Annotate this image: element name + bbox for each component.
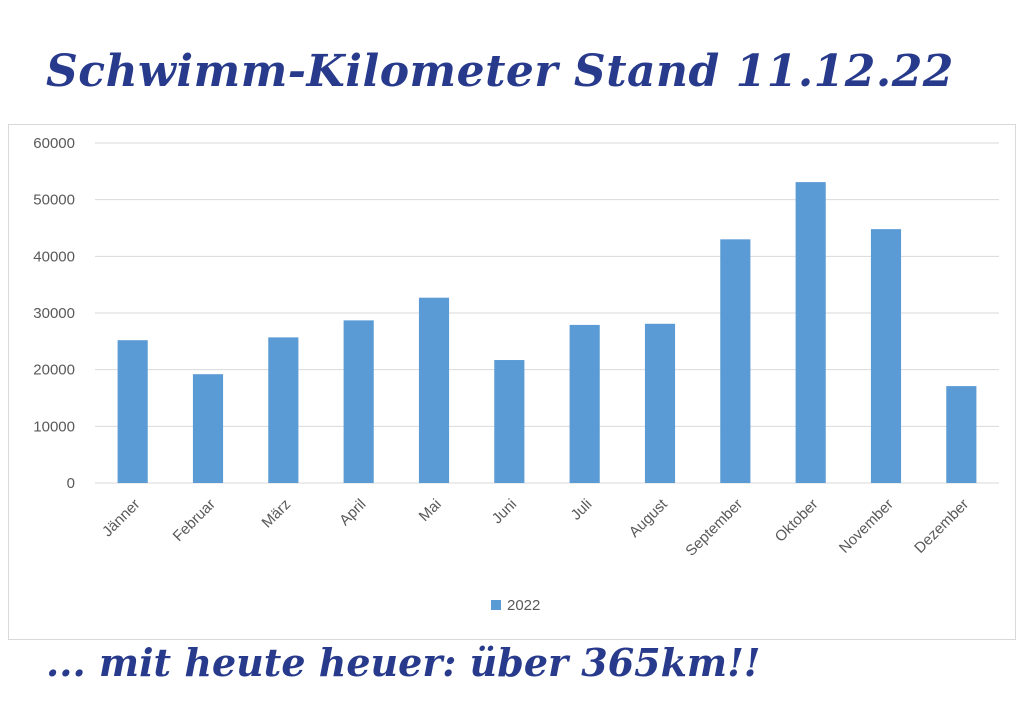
x-tick-label: November bbox=[836, 496, 897, 557]
x-tick-label: Oktober bbox=[772, 496, 822, 546]
y-tick-label: 0 bbox=[67, 475, 75, 492]
chart-area: 0 10000 20000 30000 40000 50000 60000 Jänner Fe… bbox=[8, 124, 1016, 640]
bar bbox=[418, 297, 450, 483]
x-tick-label: Dezember bbox=[911, 496, 972, 557]
chart-headline: Schwimm-Kilometer Stand 11.12.22 bbox=[46, 46, 954, 97]
bar bbox=[720, 239, 751, 483]
x-tick-label: Februar bbox=[170, 496, 219, 545]
footer-note: ... mit heute heuer: über 365km!! bbox=[46, 640, 761, 685]
y-tick-label: 60000 bbox=[33, 135, 75, 152]
x-tick-label: Juli bbox=[568, 496, 596, 524]
bar bbox=[795, 182, 826, 483]
x-tick-label: Mai bbox=[416, 496, 445, 525]
y-tick-label: 10000 bbox=[33, 418, 75, 435]
x-tick-label: April bbox=[336, 496, 369, 529]
bar bbox=[343, 320, 374, 483]
y-tick-label: 40000 bbox=[33, 248, 75, 265]
x-tick-label: Juni bbox=[489, 496, 520, 527]
bar bbox=[946, 386, 977, 483]
bars bbox=[117, 182, 977, 483]
x-tick-label: September bbox=[682, 496, 746, 560]
y-tick-label: 50000 bbox=[33, 192, 75, 209]
x-axis-ticks: Jänner Februar März April Mai Juni Juli August S… bbox=[99, 495, 972, 559]
legend-label: 2022 bbox=[507, 597, 540, 614]
bar bbox=[494, 360, 525, 483]
bar-chart: 0 10000 20000 30000 40000 50000 60000 Jänner Fe… bbox=[33, 135, 999, 614]
x-tick-label: August bbox=[626, 495, 672, 541]
bar bbox=[268, 337, 299, 483]
y-axis-ticks: 0 10000 20000 30000 40000 50000 60000 bbox=[33, 135, 75, 492]
y-tick-label: 30000 bbox=[33, 305, 75, 322]
bar bbox=[192, 374, 224, 483]
bar bbox=[117, 340, 148, 483]
y-tick-label: 20000 bbox=[33, 362, 75, 379]
gridlines bbox=[95, 142, 999, 484]
bar bbox=[644, 323, 676, 483]
legend: 2022 bbox=[491, 597, 540, 614]
legend-swatch bbox=[491, 600, 501, 610]
x-tick-label: März bbox=[259, 496, 295, 532]
x-tick-label: Jänner bbox=[99, 496, 143, 540]
bar bbox=[870, 229, 902, 483]
bar bbox=[569, 324, 600, 483]
